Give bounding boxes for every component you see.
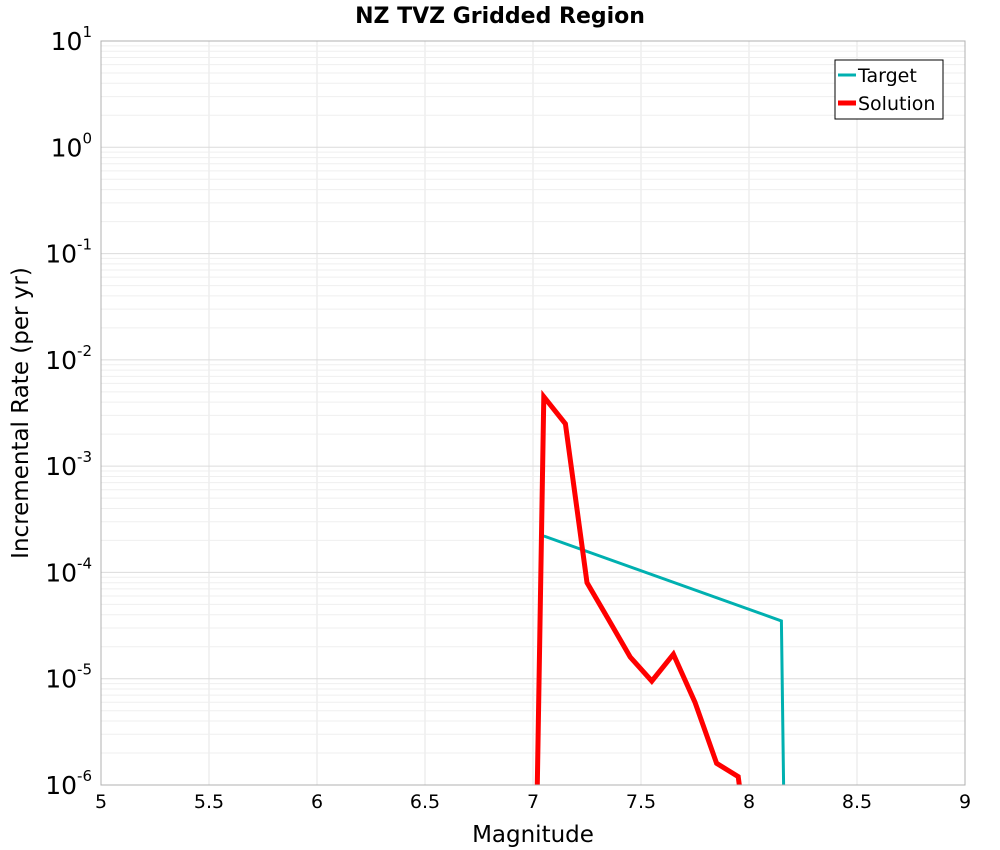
x-axis-label: Magnitude [472, 822, 594, 848]
y-tick-label: 10-2 [45, 342, 92, 375]
x-tick-label: 5 [95, 791, 107, 813]
y-tick-label: 10-1 [45, 236, 92, 269]
x-tick-label: 6.5 [410, 791, 440, 813]
x-tick-labels: 5 5.5 6 6.5 7 7.5 8 8.5 9 [95, 791, 971, 813]
y-axis-label: Incremental Rate (per yr) [8, 267, 34, 559]
x-tick-label: 8.5 [842, 791, 872, 813]
plot-frame [100, 40, 966, 786]
x-tick-label: 6 [311, 791, 323, 813]
chart-title: NZ TVZ Gridded Region [355, 4, 645, 29]
y-tick-label: 100 [51, 129, 92, 162]
series-line-target [543, 534, 786, 786]
x-tick-label: 7.5 [626, 791, 656, 813]
legend-label-solution: Solution [858, 93, 935, 115]
y-tick-label: 10-4 [45, 554, 92, 587]
y-tick-label: 10-3 [45, 448, 92, 481]
x-tick-label: 5.5 [194, 791, 224, 813]
y-tick-label: 10-6 [45, 767, 92, 800]
y-tick-label: 101 [51, 23, 92, 56]
y-tick-label: 10-5 [45, 661, 92, 694]
legend-box [834, 59, 944, 120]
legend-label-target: Target [857, 65, 917, 87]
x-tick-label: 7 [527, 791, 539, 813]
legend: Target Solution [834, 59, 944, 120]
x-tick-label: 8 [743, 791, 755, 813]
series-layer [534, 389, 786, 786]
y-tick-labels: 101 100 10-1 10-2 10-3 10-4 10-5 10-6 [45, 23, 92, 800]
series-line-solution [534, 389, 742, 786]
x-tick-label: 9 [959, 791, 971, 813]
